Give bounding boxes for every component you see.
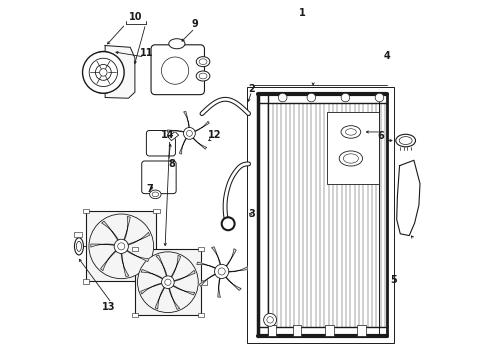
Circle shape — [341, 93, 350, 102]
Circle shape — [114, 239, 128, 253]
Polygon shape — [127, 233, 149, 245]
Polygon shape — [155, 287, 165, 309]
Bar — [197, 313, 204, 318]
Circle shape — [375, 93, 384, 102]
Text: 12: 12 — [208, 130, 221, 140]
Polygon shape — [91, 244, 115, 247]
Polygon shape — [169, 288, 180, 309]
Circle shape — [221, 217, 235, 230]
Circle shape — [278, 93, 287, 102]
Bar — [327, 112, 379, 184]
Bar — [201, 280, 207, 285]
Polygon shape — [199, 274, 216, 287]
Ellipse shape — [196, 57, 210, 67]
Ellipse shape — [341, 126, 361, 138]
Bar — [293, 325, 301, 336]
Bar — [153, 209, 160, 213]
Bar — [83, 279, 89, 284]
Polygon shape — [193, 138, 207, 149]
Polygon shape — [225, 276, 241, 291]
Polygon shape — [156, 255, 167, 276]
Polygon shape — [184, 112, 190, 128]
Text: 1: 1 — [299, 8, 306, 18]
Text: 8: 8 — [168, 159, 175, 169]
Bar — [247, 87, 394, 343]
Bar — [268, 325, 276, 336]
Polygon shape — [141, 269, 163, 279]
Text: 4: 4 — [383, 51, 390, 61]
Circle shape — [138, 252, 198, 312]
Text: 13: 13 — [102, 302, 116, 312]
Bar — [153, 279, 160, 284]
Bar — [86, 211, 156, 282]
Polygon shape — [101, 221, 119, 241]
Bar — [135, 249, 201, 315]
Polygon shape — [226, 249, 236, 267]
Polygon shape — [197, 262, 216, 269]
Bar — [132, 247, 138, 251]
Text: 3: 3 — [248, 209, 255, 219]
Text: 2: 2 — [248, 84, 255, 94]
Ellipse shape — [396, 134, 416, 147]
Ellipse shape — [196, 71, 210, 81]
Polygon shape — [167, 130, 184, 132]
Circle shape — [215, 264, 229, 279]
FancyBboxPatch shape — [147, 131, 175, 156]
Circle shape — [183, 127, 196, 139]
Polygon shape — [141, 283, 162, 294]
Polygon shape — [212, 247, 221, 265]
Bar — [74, 232, 82, 237]
Polygon shape — [173, 270, 195, 282]
Ellipse shape — [339, 151, 363, 166]
Circle shape — [89, 214, 153, 279]
Text: 7: 7 — [147, 184, 153, 194]
Polygon shape — [195, 121, 209, 132]
Circle shape — [162, 276, 174, 288]
Text: 11: 11 — [140, 48, 153, 58]
Text: 10: 10 — [129, 12, 143, 22]
FancyBboxPatch shape — [151, 45, 204, 95]
FancyBboxPatch shape — [142, 161, 176, 194]
Ellipse shape — [149, 190, 161, 199]
Polygon shape — [168, 132, 179, 140]
Text: 9: 9 — [192, 19, 198, 29]
Text: 6: 6 — [377, 131, 384, 141]
Bar — [132, 313, 138, 318]
Polygon shape — [121, 253, 129, 276]
Polygon shape — [218, 278, 220, 297]
Bar — [325, 325, 334, 336]
Bar — [197, 247, 204, 251]
Circle shape — [82, 51, 124, 93]
Circle shape — [264, 314, 276, 326]
Polygon shape — [172, 285, 195, 295]
Text: 5: 5 — [391, 275, 397, 285]
Polygon shape — [397, 160, 420, 235]
Bar — [357, 325, 366, 336]
Ellipse shape — [169, 39, 185, 49]
Polygon shape — [228, 267, 247, 272]
Text: 14: 14 — [161, 130, 174, 140]
Circle shape — [99, 69, 107, 76]
Polygon shape — [179, 138, 187, 154]
Polygon shape — [126, 250, 149, 262]
Polygon shape — [100, 250, 117, 271]
Circle shape — [307, 93, 316, 102]
Polygon shape — [123, 216, 130, 240]
Ellipse shape — [74, 238, 83, 255]
Polygon shape — [171, 255, 181, 278]
Bar — [83, 209, 89, 213]
Polygon shape — [105, 45, 135, 98]
